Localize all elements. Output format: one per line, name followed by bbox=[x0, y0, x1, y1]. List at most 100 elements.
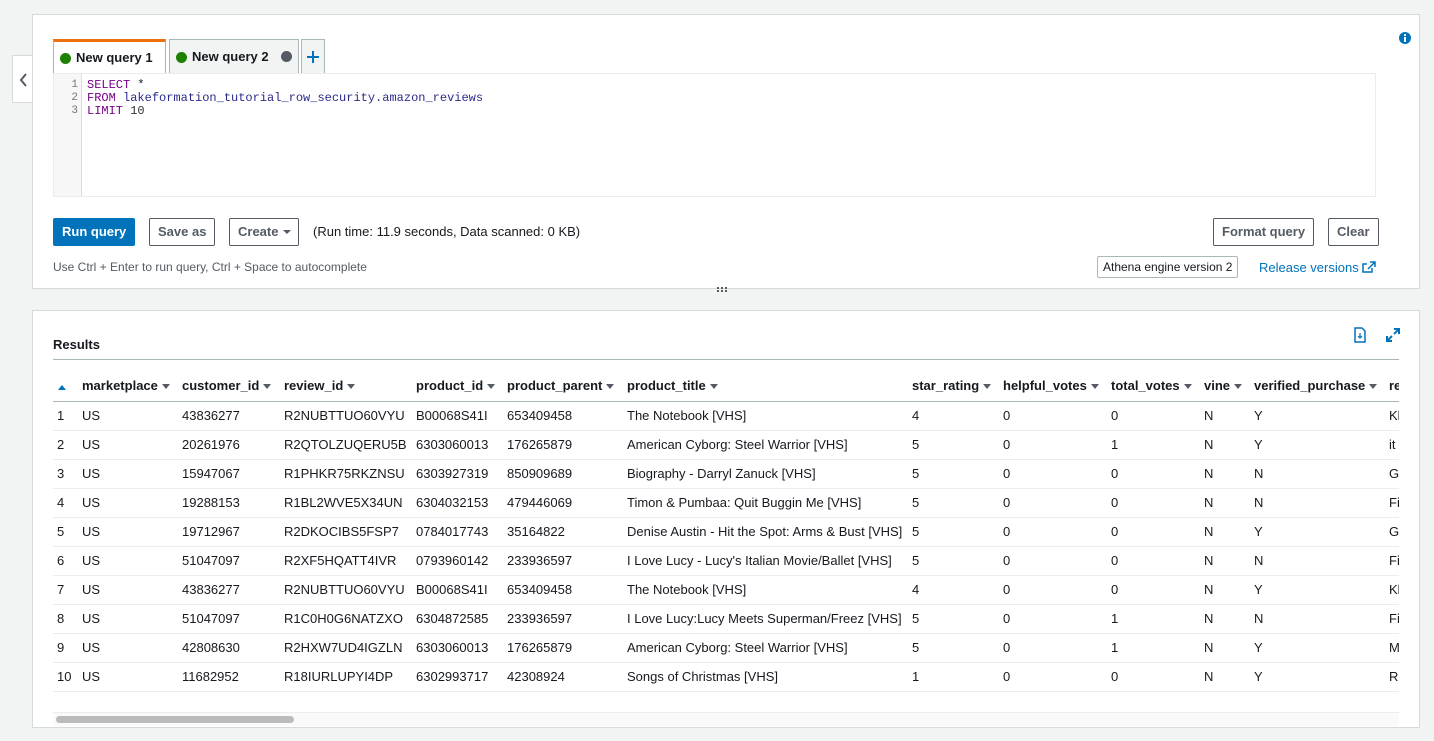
table-cell: 0 bbox=[1110, 401, 1203, 431]
horizontal-scrollbar[interactable] bbox=[53, 712, 1399, 726]
format-query-button[interactable]: Format query bbox=[1213, 218, 1315, 246]
table-cell: 19712967 bbox=[181, 517, 283, 547]
table-cell: Y bbox=[1253, 430, 1388, 460]
column-header[interactable]: product_title bbox=[626, 371, 911, 402]
expand-icon[interactable] bbox=[1385, 327, 1401, 343]
column-header[interactable]: vine bbox=[1203, 371, 1253, 402]
row-number-header[interactable] bbox=[53, 371, 81, 402]
tab-label: New query 2 bbox=[192, 49, 269, 64]
column-header[interactable]: total_votes bbox=[1110, 371, 1203, 402]
column-header[interactable]: star_rating bbox=[911, 371, 1002, 402]
table-cell: N bbox=[1203, 604, 1253, 634]
table-cell: 0 bbox=[1110, 575, 1203, 605]
chevron-left-icon bbox=[19, 73, 27, 87]
row-number: 8 bbox=[53, 604, 81, 634]
row-number: 10 bbox=[53, 662, 81, 692]
table-cell: US bbox=[81, 459, 181, 489]
hint-text: Use Ctrl + Enter to run query, Ctrl + Sp… bbox=[53, 260, 367, 274]
table-cell: G bbox=[1388, 459, 1399, 489]
close-tab-icon[interactable] bbox=[281, 51, 292, 62]
table-cell: 19288153 bbox=[181, 488, 283, 518]
table-cell: N bbox=[1203, 575, 1253, 605]
create-button[interactable]: Create bbox=[229, 218, 300, 246]
table-cell: 5 bbox=[911, 459, 1002, 489]
table-cell: US bbox=[81, 662, 181, 692]
table-row: 5 US 19712967 R2DKOCIBS5FSP7 0784017743 35164… bbox=[53, 517, 1399, 547]
table-row: 7 US 43836277 R2NUBTTUO60VYU B00068S41I 65340… bbox=[53, 575, 1399, 605]
sort-caret bbox=[161, 384, 170, 390]
header-row: marketplace customer_id review_id product_i… bbox=[53, 371, 1399, 402]
plus-icon bbox=[307, 51, 319, 63]
engine-badge: Athena engine version 2 bbox=[1097, 256, 1239, 278]
add-tab-button[interactable] bbox=[301, 39, 325, 73]
divider bbox=[53, 359, 1399, 360]
column-label: verified_purchase bbox=[1254, 378, 1366, 394]
column-label: total_votes bbox=[1111, 378, 1180, 394]
table-cell: N bbox=[1203, 430, 1253, 460]
code-text: * bbox=[137, 78, 145, 92]
query-tab[interactable]: New query 1 bbox=[53, 39, 166, 73]
table-cell: 0 bbox=[1110, 459, 1203, 489]
table-cell: 51047097 bbox=[181, 604, 283, 634]
download-icon[interactable] bbox=[1353, 327, 1367, 343]
table-cell: 1 bbox=[1110, 604, 1203, 634]
row-number: 5 bbox=[53, 517, 81, 547]
row-number: 2 bbox=[53, 430, 81, 460]
keyword: SELECT bbox=[87, 78, 131, 92]
sort-caret bbox=[983, 384, 992, 390]
column-header[interactable]: re bbox=[1388, 371, 1399, 402]
table-cell: 0 bbox=[1110, 488, 1203, 518]
table-cell: 0 bbox=[1110, 662, 1203, 692]
table-cell: 5 bbox=[911, 546, 1002, 576]
column-header[interactable]: marketplace bbox=[81, 371, 181, 402]
table-cell: R2NUBTTUO60VYU bbox=[283, 575, 415, 605]
column-label: helpful_votes bbox=[1003, 378, 1087, 394]
table-cell: I Love Lucy - Lucy's Italian Movie/Balle… bbox=[626, 546, 911, 576]
table-cell: 1 bbox=[1110, 430, 1203, 460]
results-table: marketplace customer_id review_id product_i… bbox=[53, 371, 1399, 692]
column-label: star_rating bbox=[912, 378, 980, 394]
table-row: 6 US 51047097 R2XF5HQATT4IVR 0793960142 23393… bbox=[53, 546, 1399, 576]
table-cell: 4 bbox=[911, 575, 1002, 605]
table-cell: Y bbox=[1253, 633, 1388, 663]
column-header[interactable]: customer_id bbox=[181, 371, 283, 402]
table-cell: 0793960142 bbox=[415, 546, 506, 576]
line-number: 1 bbox=[71, 79, 78, 91]
sort-caret bbox=[1234, 384, 1243, 390]
table-cell: Y bbox=[1253, 575, 1388, 605]
table-cell: N bbox=[1253, 459, 1388, 489]
table-row: 10 US 11682952 R18IURLUPYI4DP 6302993717 4230… bbox=[53, 662, 1399, 692]
table-cell: 6304032153 bbox=[415, 488, 506, 518]
table-cell: 43836277 bbox=[181, 401, 283, 431]
table-cell: American Cyborg: Steel Warrior [VHS] bbox=[626, 633, 911, 663]
row-number: 4 bbox=[53, 488, 81, 518]
save-as-button[interactable]: Save as bbox=[149, 218, 216, 246]
table-cell: 6303927319 bbox=[415, 459, 506, 489]
status-icon bbox=[60, 53, 71, 64]
info-icon[interactable] bbox=[1398, 31, 1412, 45]
table-cell: 176265879 bbox=[506, 430, 626, 460]
table-cell: 653409458 bbox=[506, 575, 626, 605]
table-cell: 0 bbox=[1002, 401, 1110, 431]
table-cell: B00068S41I bbox=[415, 575, 506, 605]
column-header[interactable]: product_id bbox=[415, 371, 506, 402]
scrollbar-thumb[interactable] bbox=[56, 716, 294, 723]
collapse-button[interactable] bbox=[12, 55, 33, 103]
sql-editor[interactable]: 1 2 3 SELECT * FROM lakeformation_tutori… bbox=[53, 73, 1376, 197]
table-cell: 35164822 bbox=[506, 517, 626, 547]
sort-caret bbox=[1090, 384, 1099, 390]
column-header[interactable]: helpful_votes bbox=[1002, 371, 1110, 402]
column-header[interactable]: product_parent bbox=[506, 371, 626, 402]
clear-button[interactable]: Clear bbox=[1328, 218, 1379, 246]
table-cell: US bbox=[81, 546, 181, 576]
column-header[interactable]: verified_purchase bbox=[1253, 371, 1388, 402]
resize-handle[interactable] bbox=[716, 286, 728, 292]
table-cell: 6302993717 bbox=[415, 662, 506, 692]
table-cell: 4 bbox=[911, 401, 1002, 431]
release-versions-link[interactable]: Release versions bbox=[1259, 260, 1377, 275]
column-header[interactable]: review_id bbox=[283, 371, 415, 402]
run-query-button[interactable]: Run query bbox=[53, 218, 136, 246]
query-tab[interactable]: New query 2 bbox=[169, 39, 299, 73]
